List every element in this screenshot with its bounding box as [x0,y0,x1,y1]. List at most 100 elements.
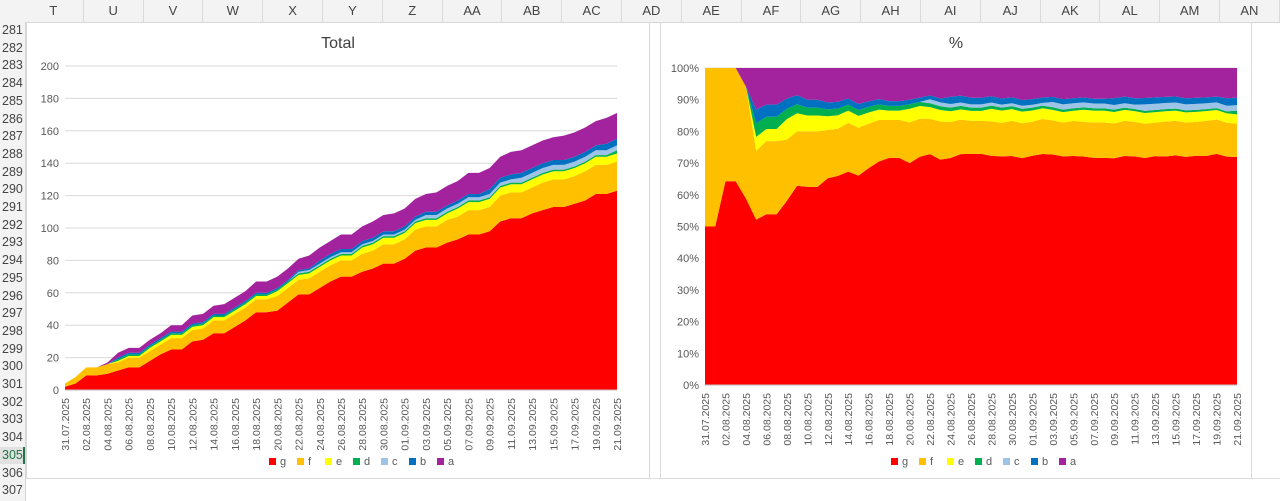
x-tick-label: 31.07.2025 [700,393,712,446]
column-header-v[interactable]: V [144,0,204,22]
y-tick-label: 10% [677,348,699,360]
column-header-ad[interactable]: AD [622,0,682,22]
legend-swatch-f [919,458,926,465]
x-tick-label: 21.09.2025 [612,398,624,451]
column-header-ae[interactable]: AE [682,0,742,22]
row-header-306[interactable]: 306 [2,465,23,480]
column-header-t[interactable]: T [24,0,84,22]
legend-label-b: b [1042,456,1048,468]
row-header-302[interactable]: 302 [2,394,23,409]
column-header-ag[interactable]: AG [801,0,862,22]
x-tick-label: 02.08.2025 [81,398,93,451]
column-header-x[interactable]: X [263,0,323,22]
row-header-283[interactable]: 283 [2,58,23,73]
row-header-281[interactable]: 281 [2,23,23,37]
y-tick-label: 80 [47,255,59,267]
x-tick-label: 21.09.2025 [1232,393,1244,446]
x-tick-label: 24.08.2025 [315,398,327,451]
series-area-e [65,153,617,384]
series-area-b [65,138,617,384]
column-header-y[interactable]: Y [323,0,383,22]
total-chart[interactable]: Total 0 20 40 60 80 100 120 140 160 180 200 31.07.20… [26,22,650,479]
column-header-aj[interactable]: AJ [981,0,1041,22]
column-header-ab[interactable]: AB [502,0,563,22]
legend-swatch-d [975,458,982,465]
legend-label-c: c [392,456,398,468]
column-header-ai[interactable]: AI [921,0,981,22]
y-tick-label: 40% [677,253,699,265]
x-tick-label: 20.08.2025 [905,393,917,446]
column-header-u[interactable]: U [84,0,144,22]
column-header-ak[interactable]: AK [1041,0,1101,22]
column-header-aa[interactable]: AA [443,0,503,22]
legend-label-b: b [420,456,426,468]
row-header-303[interactable]: 303 [2,412,23,427]
legend-label-g: g [280,456,286,468]
column-header-am[interactable]: AM [1160,0,1220,22]
x-tick-label: 10.08.2025 [802,393,814,446]
row-header-290[interactable]: 290 [2,182,23,197]
y-tick-label: 100% [671,63,699,75]
series-area-d [65,150,617,384]
legend-swatch-b [1031,458,1038,465]
column-header-w[interactable]: W [203,0,264,22]
x-tick-label: 14.08.2025 [843,393,855,446]
row-header-298[interactable]: 298 [2,323,23,338]
row-header-297[interactable]: 297 [2,306,23,321]
x-tick-label: 04.08.2025 [741,393,753,446]
y-tick-label: 40 [47,320,59,332]
series-area-f [705,68,1237,227]
row-header-288[interactable]: 288 [2,146,23,161]
x-tick-label: 05.09.2025 [442,398,454,451]
row-header-292[interactable]: 292 [2,217,23,232]
row-header-284[interactable]: 284 [2,76,23,91]
column-header-z[interactable]: Z [383,0,443,22]
row-header-299[interactable]: 299 [2,341,23,356]
x-tick-label: 31.07.2025 [60,398,72,451]
row-header-304[interactable]: 304 [2,430,23,445]
series-area-d [705,68,1237,137]
row-header-293[interactable]: 293 [2,235,23,250]
row-header-300[interactable]: 300 [2,359,23,374]
column-header-ah[interactable]: AH [861,0,921,22]
x-tick-label: 03.09.2025 [1048,393,1060,446]
y-tick-label: 70% [677,158,699,170]
row-header-301[interactable]: 301 [2,377,23,391]
row-header-305[interactable]: 305 [0,446,25,465]
x-tick-label: 09.09.2025 [485,398,497,451]
legend-swatch-a [1059,458,1066,465]
row-header-285[interactable]: 285 [2,93,23,108]
row-header-295[interactable]: 295 [2,270,23,285]
legend-swatch-e [325,458,332,465]
row-header-294[interactable]: 294 [2,253,23,268]
series-area-e [705,68,1237,151]
x-tick-label: 13.09.2025 [527,398,539,451]
row-header-286[interactable]: 286 [2,111,23,126]
y-tick-label: 20% [677,317,699,329]
percent-chart[interactable]: % 0% 10% 20% 30% 40% 50% 60% 70% 80% 90% 100% 31.07.… [660,22,1252,479]
x-tick-label: 11.09.2025 [1130,393,1142,445]
series-area-a [65,112,617,384]
x-tick-label: 30.08.2025 [1007,393,1019,446]
row-header-307[interactable]: 307 [2,483,23,498]
row-header-289[interactable]: 289 [2,164,23,179]
row-header-291[interactable]: 291 [2,200,23,214]
column-header-an[interactable]: AN [1220,0,1280,22]
row-header-282[interactable]: 282 [2,40,23,55]
x-tick-label: 16.08.2025 [864,393,876,446]
x-tick-label: 15.09.2025 [1171,393,1183,446]
x-tick-label: 05.09.2025 [1068,393,1080,446]
column-header-ac[interactable]: AC [562,0,622,22]
column-header-bar: T U V W X Y Z AA AB AC AD AE AF AG AH AI AJ AK AL AM AN [0,0,1280,23]
x-tick-label: 18.08.2025 [884,393,896,446]
column-header-af[interactable]: AF [742,0,802,22]
row-header-296[interactable]: 296 [2,288,23,303]
x-tick-label: 28.08.2025 [357,398,369,451]
row-header-287[interactable]: 287 [2,129,23,144]
legend-swatch-a [437,458,444,465]
x-tick-label: 10.08.2025 [166,398,178,451]
column-header-al[interactable]: AL [1100,0,1161,22]
legend-swatch-d [353,458,360,465]
x-tick-label: 30.08.2025 [378,398,390,451]
legend-label-c: c [1014,456,1020,468]
